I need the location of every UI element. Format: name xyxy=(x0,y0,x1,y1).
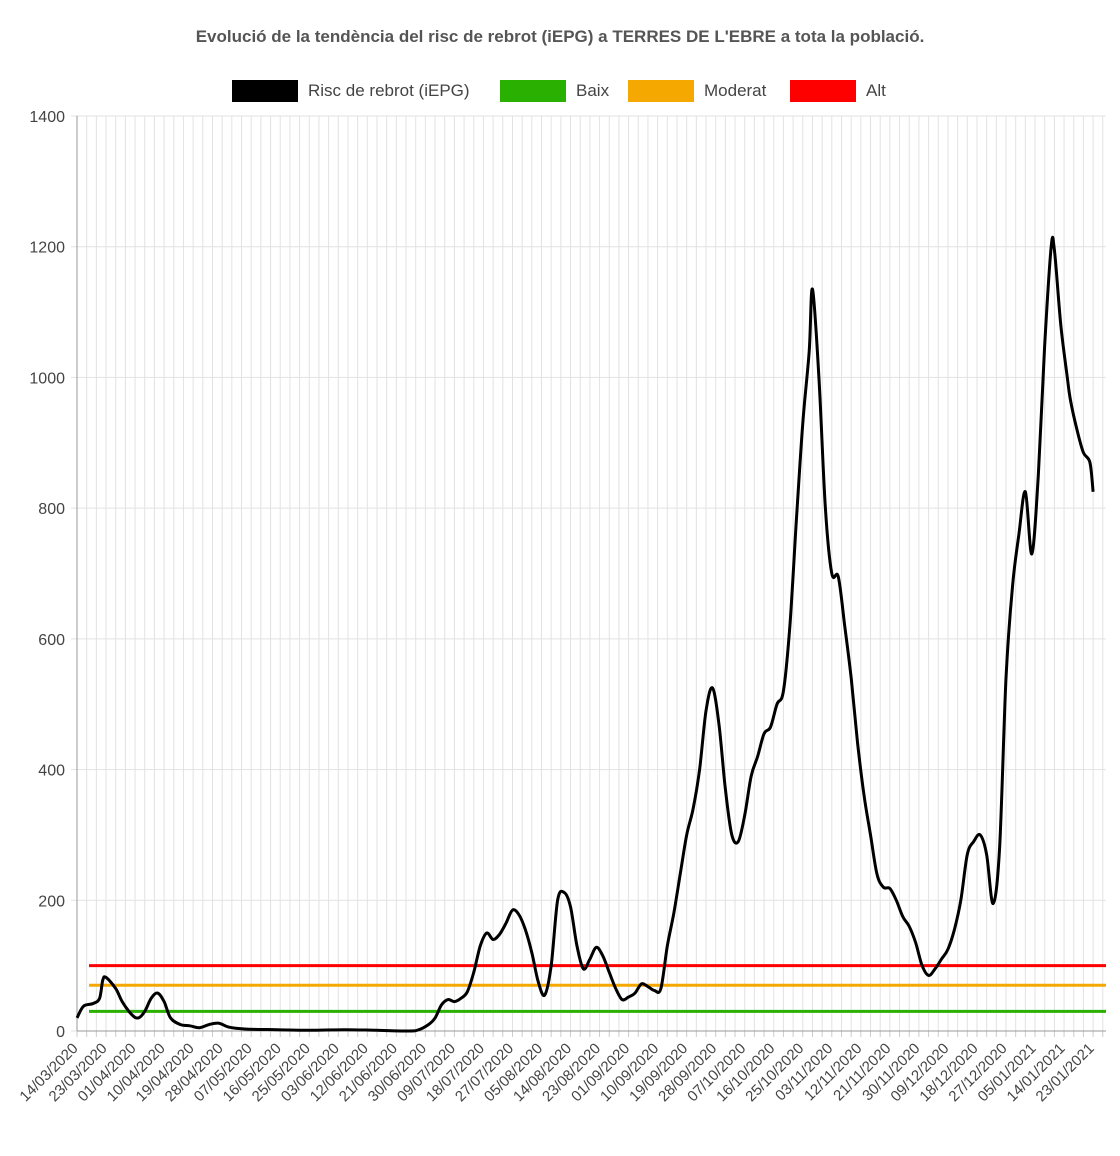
legend-swatch-moderat xyxy=(628,80,694,102)
legend-swatch-alt xyxy=(790,80,856,102)
y-tick-label: 1400 xyxy=(29,109,65,126)
legend-item-moderat[interactable]: Moderat xyxy=(628,78,766,104)
y-tick-label: 1200 xyxy=(29,240,65,257)
legend-item-risc[interactable]: Risc de rebrot (iEPG) xyxy=(232,78,470,104)
y-tick-label: 200 xyxy=(38,893,65,910)
y-tick-label: 0 xyxy=(56,1024,65,1041)
legend-label-baix: Baix xyxy=(576,81,610,100)
legend-label-risc: Risc de rebrot (iEPG) xyxy=(308,81,470,100)
legend-swatch-risc xyxy=(232,80,298,102)
series-line-risc xyxy=(75,235,1095,1033)
legend-swatch-baix xyxy=(500,80,566,102)
y-tick-label: 1000 xyxy=(29,370,65,387)
legend-label-moderat: Moderat xyxy=(704,81,767,100)
legend-item-baix[interactable]: Baix xyxy=(500,78,609,104)
y-tick-label: 600 xyxy=(38,632,65,649)
y-tick-label: 800 xyxy=(38,501,65,518)
legend-item-alt[interactable]: Alt xyxy=(790,78,886,104)
y-tick-label: 400 xyxy=(38,763,65,780)
legend: Risc de rebrot (iEPG) Baix Moderat Alt xyxy=(0,78,1120,104)
chart-title: Evolució de la tendència del risc de reb… xyxy=(195,27,925,46)
legend-label-alt: Alt xyxy=(866,81,886,100)
